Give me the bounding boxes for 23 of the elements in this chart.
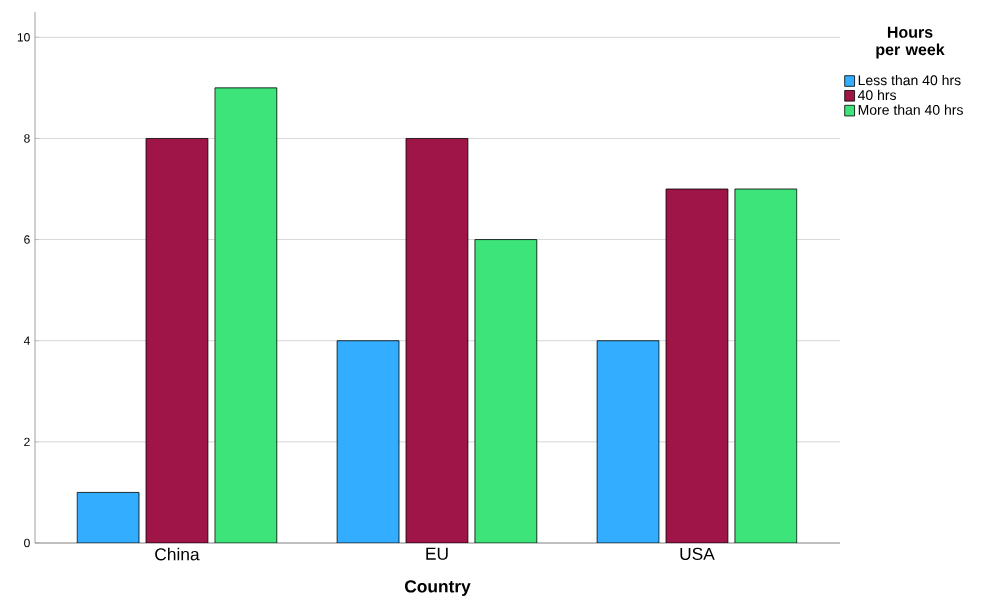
bar: [665, 188, 729, 543]
bar: [596, 340, 660, 543]
y-tick-label: 6: [24, 235, 30, 244]
legend-title: Hours per week: [876, 26, 945, 59]
bar: [405, 138, 469, 543]
x-tick-label: EU: [426, 547, 448, 560]
y-tick-label: 4: [23, 336, 30, 345]
bar: [214, 87, 278, 543]
y-tick-label: 2: [24, 437, 30, 447]
bar: [76, 492, 140, 543]
x-tick-label: China: [155, 547, 200, 561]
x-tick-label: USA: [680, 547, 715, 560]
bar: [336, 340, 400, 543]
legend-label: More than 40 hrs: [858, 104, 963, 115]
y-tick-label: 0: [24, 538, 30, 548]
x-axis-title: Country: [405, 580, 471, 596]
legend-label: Less than 40 hrs: [858, 74, 961, 86]
bar: [145, 138, 209, 543]
y-tick-label: 8: [24, 134, 30, 143]
y-tick-label: 10: [17, 33, 30, 42]
bar: [474, 239, 538, 543]
bar: [734, 188, 798, 543]
legend-label: 40 hrs: [857, 89, 897, 101]
